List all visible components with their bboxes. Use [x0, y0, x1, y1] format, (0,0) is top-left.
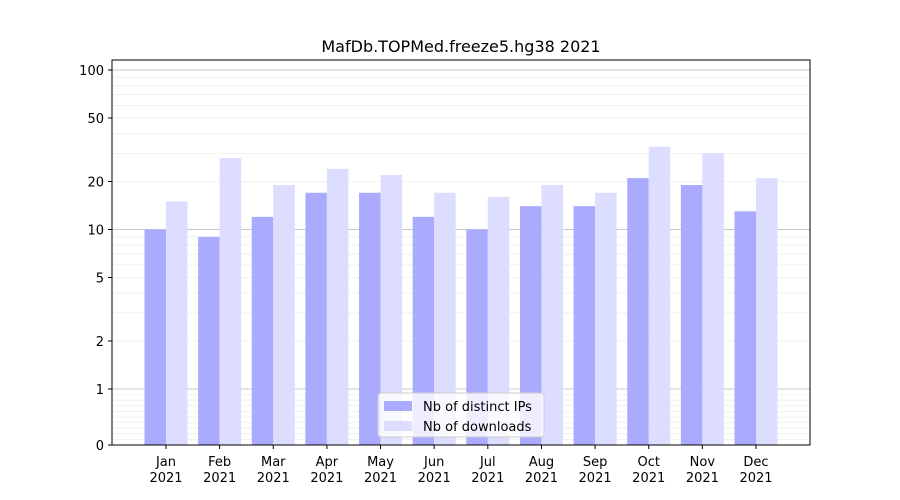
x-tick-label-year: 2021: [739, 471, 772, 486]
bar-distinct-ips-jan: [144, 229, 166, 445]
x-tick-label-month: Sep: [583, 455, 608, 470]
x-tick-label-year: 2021: [310, 471, 343, 486]
bar-downloads-may: [380, 174, 403, 445]
x-tick-label-year: 2021: [418, 471, 451, 486]
bar-distinct-ips-jun: [412, 216, 435, 445]
x-tick-label-month: Jun: [423, 455, 444, 470]
x-tick-label-year: 2021: [686, 471, 719, 486]
bar-distinct-ips-jul: [466, 229, 488, 445]
bar-distinct-ips-sep: [573, 206, 596, 445]
bar-distinct-ips-dec: [734, 211, 756, 445]
legend-box: [377, 392, 545, 438]
legend-label: Nb of distinct IPs: [423, 400, 532, 415]
legend: Nb of distinct IPs Nb of downloads: [377, 392, 545, 438]
bar-downloads-sep: [595, 192, 617, 445]
y-tick-label: 20: [87, 175, 104, 190]
x-tick-label-month: Feb: [208, 455, 231, 470]
bar-downloads-nov: [702, 153, 724, 445]
legend-swatch: [384, 421, 412, 431]
x-tick-label-month: Mar: [261, 455, 286, 470]
bar-distinct-ips-nov: [680, 185, 703, 445]
x-tick-label-month: Apr: [316, 455, 339, 470]
y-tick-label: 2: [96, 335, 104, 350]
chart-title: MafDb.TOPMed.freeze5.hg38 2021: [321, 37, 600, 56]
axes: Jan2021Feb2021Mar2021Apr2021May2021Jun20…: [79, 59, 811, 486]
y-tick-label: 0: [96, 439, 104, 454]
bar-downloads-apr: [326, 168, 349, 445]
x-tick-label-year: 2021: [632, 471, 665, 486]
y-tick-label: 10: [87, 224, 104, 239]
x-tick-label-year: 2021: [525, 471, 558, 486]
x-tick-label-year: 2021: [364, 471, 397, 486]
bar-downloads-jun: [434, 192, 456, 445]
y-tick-label: 1: [96, 383, 104, 398]
y-tick-label: 100: [79, 64, 104, 79]
bar-distinct-ips-may: [359, 192, 381, 445]
bar-distinct-ips-oct: [627, 178, 649, 445]
x-tick-label-month: Aug: [529, 455, 554, 470]
x-tick-label-year: 2021: [471, 471, 504, 486]
x-tick-label-month: Dec: [743, 455, 768, 470]
bar-distinct-ips-mar: [251, 216, 274, 445]
bar-downloads-mar: [273, 185, 295, 445]
bar-downloads-feb: [219, 158, 242, 446]
bar-distinct-ips-apr: [305, 192, 327, 445]
bar-downloads-oct: [648, 146, 671, 445]
x-tick-label-month: Oct: [637, 455, 659, 470]
x-tick-label-year: 2021: [257, 471, 290, 486]
x-tick-label-year: 2021: [579, 471, 612, 486]
legend-label: Nb of downloads: [423, 420, 532, 435]
bar-downloads-jul: [487, 196, 510, 445]
legend-swatch: [384, 401, 412, 411]
y-tick-label: 5: [96, 272, 104, 287]
bar-downloads-dec: [756, 178, 778, 445]
bars: [144, 146, 778, 446]
x-tick-label-month: Jul: [479, 455, 496, 470]
x-tick-label-month: Nov: [690, 455, 716, 470]
x-tick-label-year: 2021: [203, 471, 236, 486]
x-tick-label-year: 2021: [149, 471, 182, 486]
bar-downloads-aug: [541, 185, 563, 445]
x-tick-label-month: Jan: [155, 455, 176, 470]
axes-frame: [111, 59, 811, 446]
x-tick-label-month: May: [367, 455, 394, 470]
bar-distinct-ips-feb: [198, 236, 220, 445]
bar-downloads-jan: [166, 201, 188, 445]
bar-distinct-ips-aug: [519, 206, 542, 445]
y-tick-label: 50: [87, 112, 104, 127]
